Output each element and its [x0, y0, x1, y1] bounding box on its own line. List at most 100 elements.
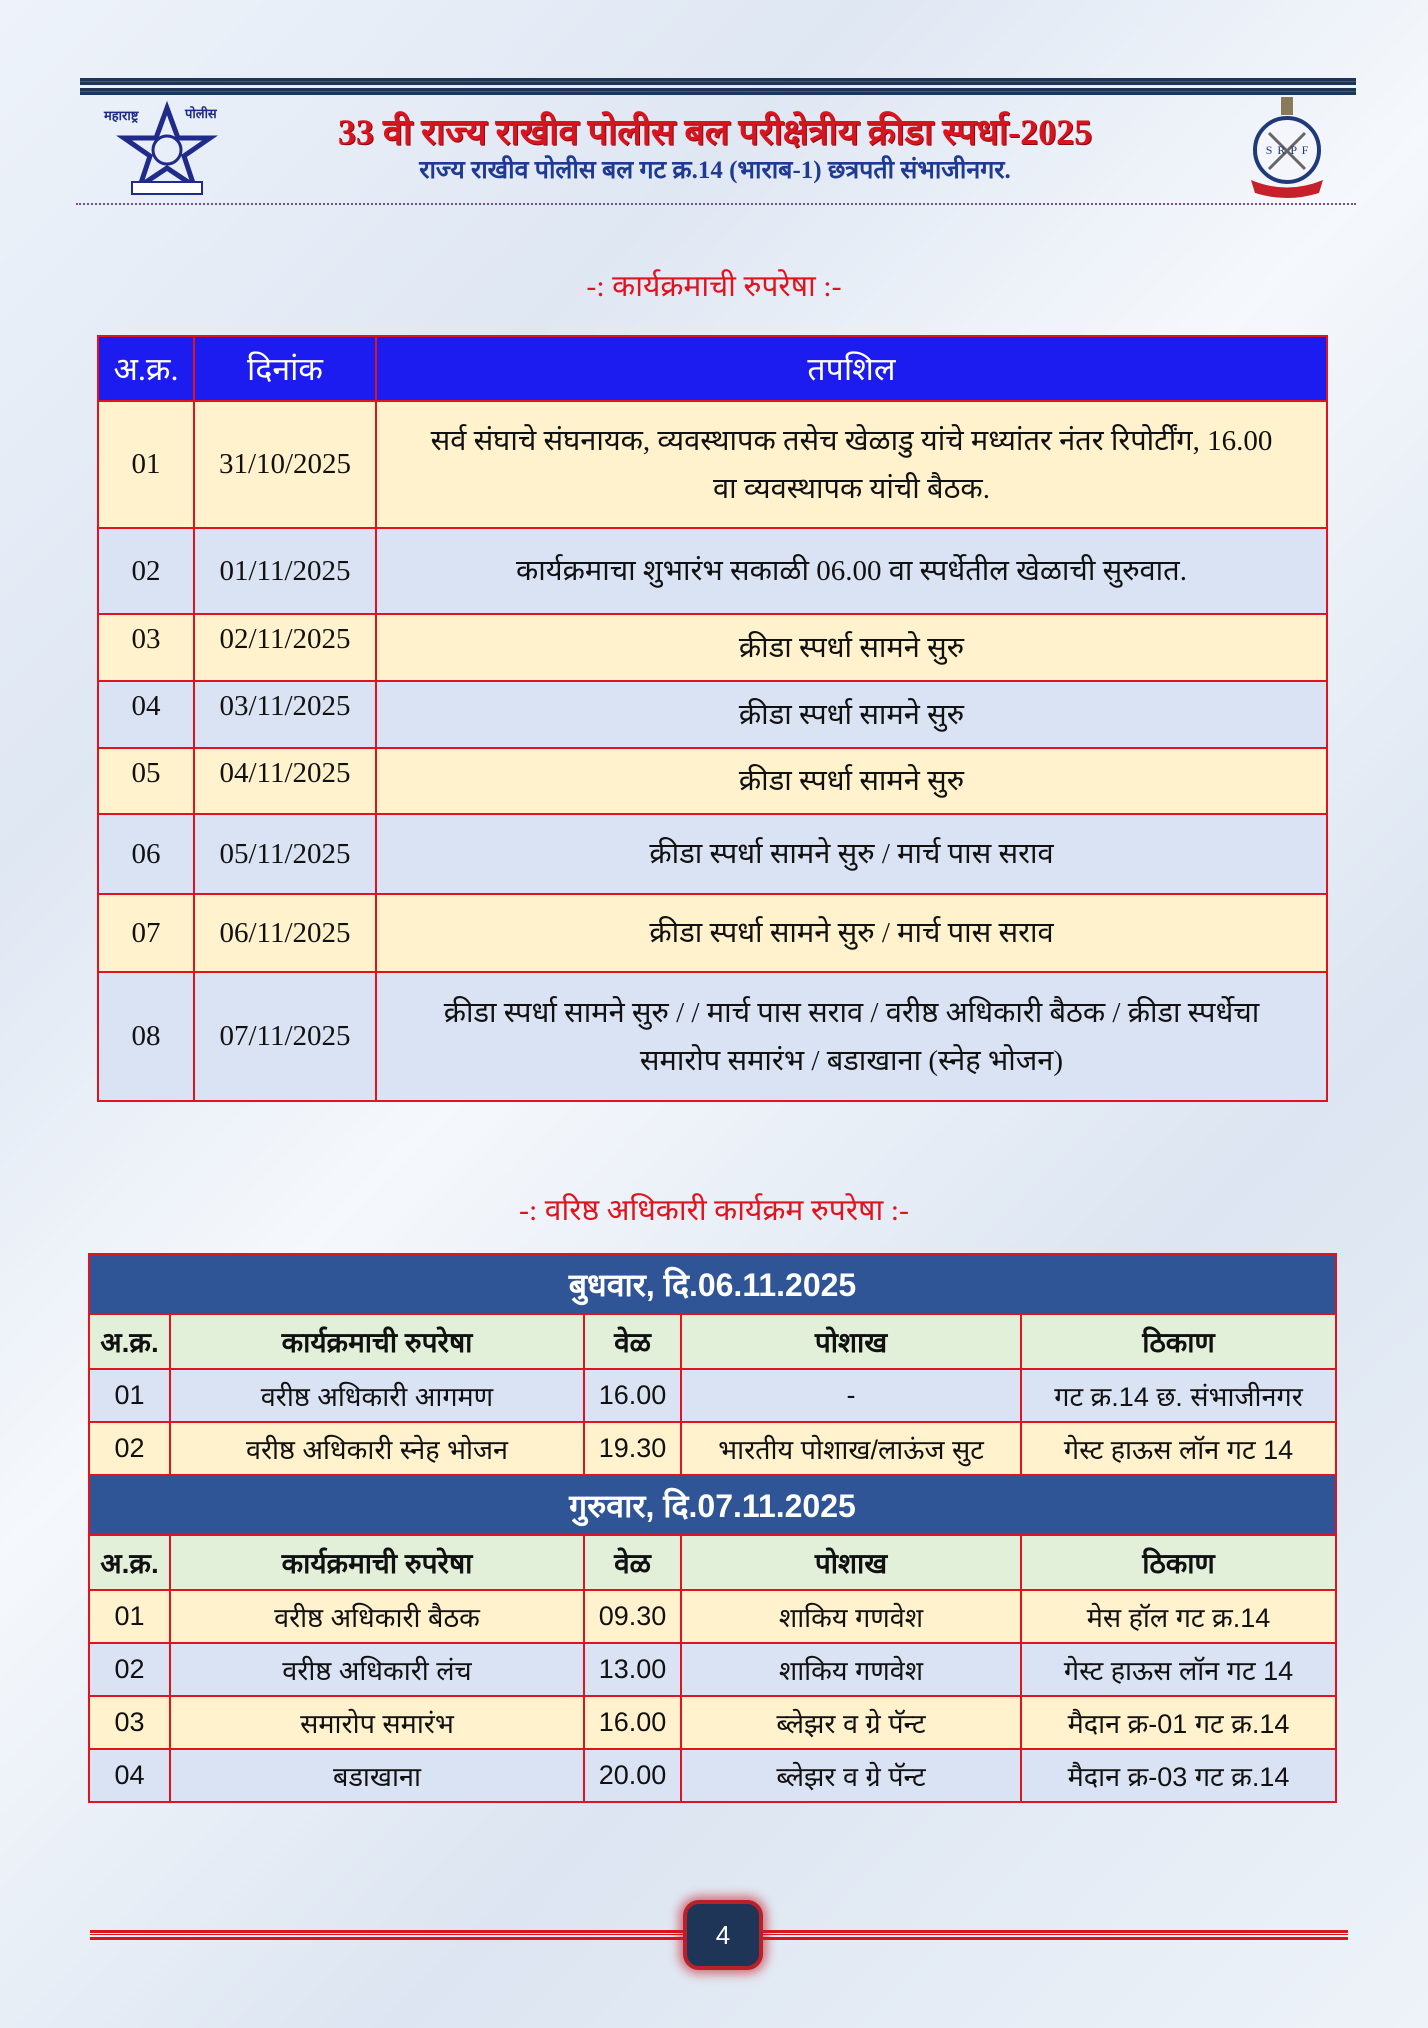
table-row: 02 वरीष्ठ अधिकारी स्नेह भोजन 19.30 भारतीय प…: [88, 1421, 1337, 1476]
row-venue: गेस्ट हाऊस लॉन गट 14: [1020, 1421, 1337, 1476]
row-number: 04: [88, 1748, 171, 1803]
table-row: 01 वरीष्ठ अधिकारी बैठक 09.30 शाकिय गणवेश मेस…: [88, 1589, 1337, 1644]
document-subtitle: राज्य राखीव पोलीस बल गट क्र.14 (भाराब-1)…: [419, 157, 1011, 184]
row-date: 05/11/2025: [193, 813, 377, 895]
row-venue: गेस्ट हाऊस लॉन गट 14: [1020, 1642, 1337, 1697]
row-number: 04: [97, 680, 195, 749]
row-detail: क्रीडा स्पर्धा सामने सुरु / मार्च पास सर…: [375, 893, 1328, 973]
row-detail: कार्यक्रमाचा शुभारंभ सकाळी 06.00 वा स्पर…: [375, 527, 1328, 615]
officers-schedule-table: बुधवार, दि.06.11.2025 अ.क्र. कार्यक्रमाची …: [88, 1253, 1337, 1803]
row-attire: शाकिय गणवेश: [680, 1589, 1022, 1644]
row-number: 03: [88, 1695, 171, 1750]
row-number: 05: [97, 747, 195, 815]
column-header: पोशाख: [680, 1313, 1022, 1370]
svg-text:पोलीस: पोलीस: [184, 106, 218, 121]
srpf-logo-letters: S R P F: [1265, 143, 1310, 157]
row-time: 20.00: [583, 1748, 682, 1803]
row-attire: शाकिय गणवेश: [680, 1642, 1022, 1697]
column-header: कार्यक्रमाची रुपरेषा: [169, 1534, 585, 1591]
row-venue: गट क्र.14 छ. संभाजीनगर: [1020, 1368, 1337, 1423]
row-time: 19.30: [583, 1421, 682, 1476]
day-header-row: गुरुवार, दि.07.11.2025: [88, 1474, 1337, 1536]
row-program: वरीष्ठ अधिकारी आगमण: [169, 1368, 585, 1423]
row-venue: मेस हॉल गट क्र.14: [1020, 1589, 1337, 1644]
srpf-logo: S R P F: [1245, 95, 1330, 200]
row-detail: क्रीडा स्पर्धा सामने सुरु: [375, 613, 1328, 682]
row-attire: ब्लेझर व ग्रे पॅन्ट: [680, 1695, 1022, 1750]
row-detail: क्रीडा स्पर्धा सामने सुरु / / मार्च पास …: [375, 971, 1328, 1102]
svg-text:महाराष्ट्र: महाराष्ट्र: [103, 108, 140, 124]
row-number: 07: [97, 893, 195, 973]
table-row: 04 03/11/2025 क्रीडा स्पर्धा सामने सुरु: [97, 680, 1328, 749]
row-date: 04/11/2025: [193, 747, 377, 815]
column-header: पोशाख: [680, 1534, 1022, 1591]
column-header: दिनांक: [193, 335, 377, 402]
row-date: 31/10/2025: [193, 400, 377, 529]
day-label: बुधवार, दि.06.11.2025: [88, 1253, 1337, 1315]
column-header: अ.क्र.: [88, 1313, 171, 1370]
row-time: 16.00: [583, 1695, 682, 1750]
row-number: 01: [97, 400, 195, 529]
row-number: 02: [88, 1642, 171, 1697]
row-date: 01/11/2025: [193, 527, 377, 615]
row-time: 09.30: [583, 1589, 682, 1644]
row-detail: क्रीडा स्पर्धा सामने सुरु: [375, 680, 1328, 749]
table-row: 02 वरीष्ठ अधिकारी लंच 13.00 शाकिय गणवेश गेस्…: [88, 1642, 1337, 1697]
row-number: 06: [97, 813, 195, 895]
row-number: 02: [97, 527, 195, 615]
row-detail: क्रीडा स्पर्धा सामने सुरु / मार्च पास सर…: [375, 813, 1328, 895]
row-detail: क्रीडा स्पर्धा सामने सुरु: [375, 747, 1328, 815]
header-rule-bottom: [80, 88, 1356, 95]
row-number: 03: [97, 613, 195, 682]
row-program: वरीष्ठ अधिकारी स्नेह भोजन: [169, 1421, 585, 1476]
column-header: कार्यक्रमाची रुपरेषा: [169, 1313, 585, 1370]
row-number: 02: [88, 1421, 171, 1476]
header-divider: [76, 203, 1356, 205]
row-venue: मैदान क्र-01 गट क्र.14: [1020, 1695, 1337, 1750]
column-header: ठिकाण: [1020, 1534, 1337, 1591]
table-row: 01 वरीष्ठ अधिकारी आगमण 16.00- गट क्र.14 छ. …: [88, 1368, 1337, 1423]
table-row: 06 05/11/2025 क्रीडा स्पर्धा सामने सुरु / …: [97, 813, 1328, 895]
row-attire: ब्लेझर व ग्रे पॅन्ट: [680, 1748, 1022, 1803]
table-row: 07 06/11/2025 क्रीडा स्पर्धा सामने सुरु / …: [97, 893, 1328, 973]
section-title-schedule: -: कार्यक्रमाची रुपरेषा :-: [586, 270, 842, 303]
schedule-table: अ.क्र. दिनांक तपशिल 01 31/10/2025 सर्व संघ…: [97, 335, 1328, 1102]
row-number: 01: [88, 1589, 171, 1644]
row-time: 13.00: [583, 1642, 682, 1697]
row-program: समारोप समारंभ: [169, 1695, 585, 1750]
row-time: 16.00: [583, 1368, 682, 1423]
table-row: 03 समारोप समारंभ 16.00 ब्लेझर व ग्रे पॅन्ट म…: [88, 1695, 1337, 1750]
column-header: वेळ: [583, 1313, 682, 1370]
row-date: 06/11/2025: [193, 893, 377, 973]
table-row: 02 01/11/2025 कार्यक्रमाचा शुभारंभ सकाळी 0…: [97, 527, 1328, 615]
table-row: 08 07/11/2025 क्रीडा स्पर्धा सामने सुरु / …: [97, 971, 1328, 1102]
column-header: वेळ: [583, 1534, 682, 1591]
table-row: 04 बडाखाना 20.00 ब्लेझर व ग्रे पॅन्ट मैदान क…: [88, 1748, 1337, 1803]
row-attire: भारतीय पोशाख/लाऊंज सुट: [680, 1421, 1022, 1476]
row-program: वरीष्ठ अधिकारी लंच: [169, 1642, 585, 1697]
row-program: बडाखाना: [169, 1748, 585, 1803]
column-header-row: अ.क्र. कार्यक्रमाची रुपरेषा वेळ पोशाख ठिकाण: [88, 1313, 1337, 1370]
column-header-row: अ.क्र. कार्यक्रमाची रुपरेषा वेळ पोशाख ठिकाण: [88, 1534, 1337, 1591]
row-detail: सर्व संघाचे संघनायक, व्यवस्थापक तसेच खेळ…: [375, 400, 1328, 529]
column-header: अ.क्र.: [88, 1534, 171, 1591]
column-header: तपशिल: [375, 335, 1328, 402]
row-date: 02/11/2025: [193, 613, 377, 682]
day-label: गुरुवार, दि.07.11.2025: [88, 1474, 1337, 1536]
table-row: 03 02/11/2025 क्रीडा स्पर्धा सामने सुरु: [97, 613, 1328, 682]
column-header: ठिकाण: [1020, 1313, 1337, 1370]
row-number: 08: [97, 971, 195, 1102]
column-header: अ.क्र.: [97, 335, 195, 402]
document-title: 33 वी राज्य राखीव पोलीस बल परीक्षेत्रीय …: [337, 112, 1093, 152]
table-row: 05 04/11/2025 क्रीडा स्पर्धा सामने सुरु: [97, 747, 1328, 815]
row-program: वरीष्ठ अधिकारी बैठक: [169, 1589, 585, 1644]
row-date: 03/11/2025: [193, 680, 377, 749]
header-rule-top: [80, 78, 1356, 85]
row-number: 01: [88, 1368, 171, 1423]
page-number: 4: [683, 1900, 763, 1970]
row-date: 07/11/2025: [193, 971, 377, 1102]
section-title-officers: -: वरिष्ठ अधिकारी कार्यक्रम रुपरेषा :-: [518, 1194, 910, 1227]
day-header-row: बुधवार, दि.06.11.2025: [88, 1253, 1337, 1315]
table-row: 01 31/10/2025 सर्व संघाचे संघनायक, व्यवस्थ…: [97, 400, 1328, 529]
row-venue: मैदान क्र-03 गट क्र.14: [1020, 1748, 1337, 1803]
